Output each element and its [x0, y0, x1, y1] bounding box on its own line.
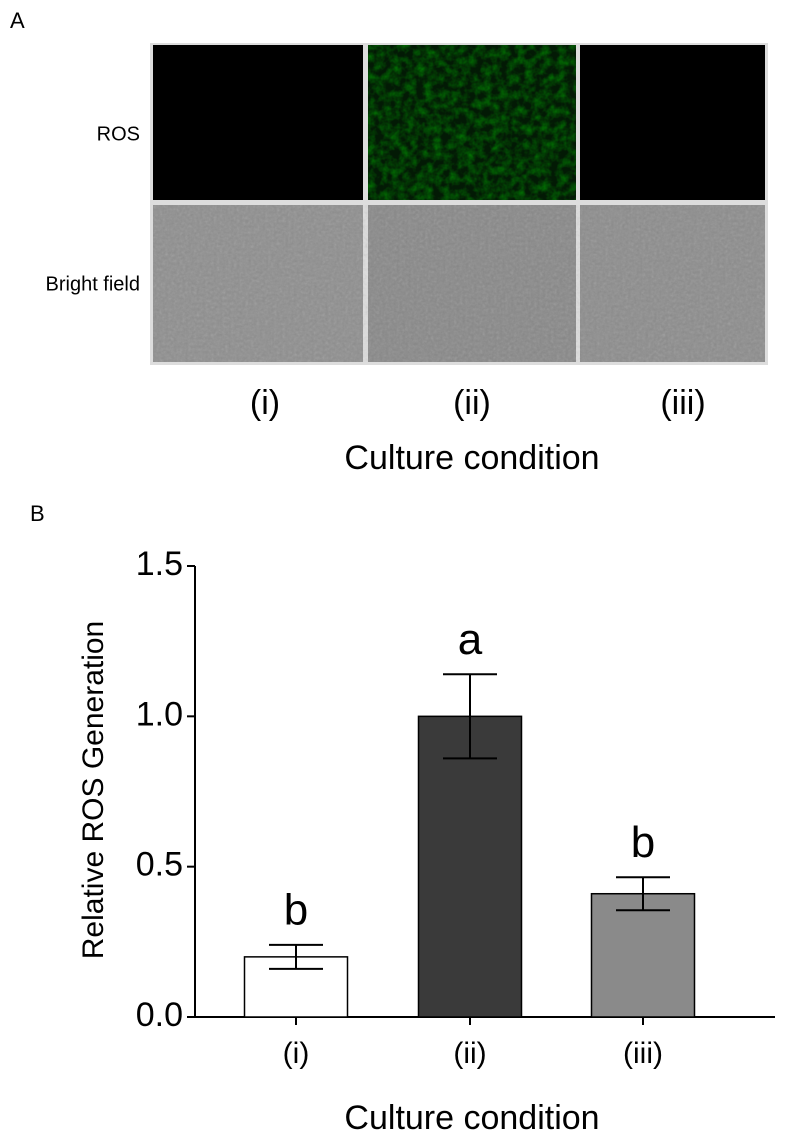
y-tick-label: 0.0: [136, 996, 183, 1034]
bar: [417, 715, 523, 1018]
x-tick-label: (iii): [623, 1037, 663, 1070]
column-label: (ii): [453, 384, 491, 422]
micrograph-texture: [153, 205, 765, 362]
y-tick-label: 1.0: [136, 695, 183, 733]
row-label: Bright field: [46, 273, 141, 295]
panel-label: B: [30, 501, 45, 526]
y-tick-label: 0.5: [136, 846, 183, 884]
y-axis-title: Relative ROS Generation: [77, 621, 110, 960]
error-bar: [616, 876, 670, 912]
x-tick-label: (ii): [453, 1037, 486, 1070]
column-label: (i): [250, 384, 280, 422]
x-axis-title: Culture condition: [344, 439, 599, 477]
significance-label: b: [284, 885, 308, 934]
x-axis-title: Culture condition: [344, 1099, 599, 1137]
row-label: ROS: [97, 123, 140, 145]
panel-label: A: [10, 8, 25, 33]
error-bar: [443, 673, 497, 760]
significance-label: a: [458, 615, 483, 664]
micrograph: [153, 45, 363, 200]
column-label: (iii): [660, 384, 705, 422]
error-bar: [269, 943, 323, 970]
micrograph-texture: [368, 45, 576, 200]
significance-label: b: [631, 818, 655, 867]
y-tick-label: 1.5: [136, 545, 183, 583]
bar: [590, 892, 696, 1018]
x-tick-label: (i): [283, 1037, 310, 1070]
micrograph: [580, 45, 765, 200]
